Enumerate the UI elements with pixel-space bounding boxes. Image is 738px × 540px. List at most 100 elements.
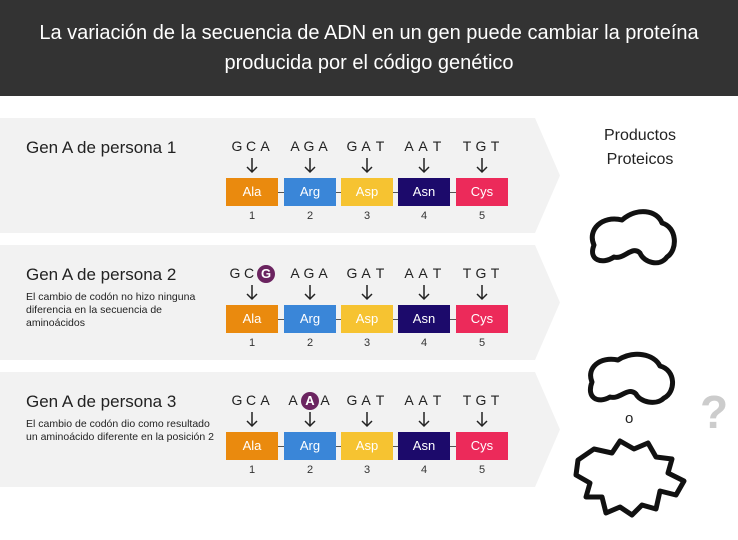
amino-acid-box: Ala (226, 178, 278, 206)
peptide-bond-line (450, 319, 456, 320)
nucleotide: A (320, 392, 332, 408)
nucleotide: A (418, 392, 430, 408)
amino-acid-box: Cys (456, 432, 508, 460)
nucleotide: T (462, 392, 474, 408)
peptide-bond-line (336, 319, 341, 320)
peptide-bond-line (278, 319, 284, 320)
peptide-bond-line (336, 192, 341, 193)
nucleotide: C (243, 265, 257, 281)
nucleotide: C (245, 392, 259, 408)
nucleotide: A (318, 265, 330, 281)
down-arrow-icon (246, 158, 258, 174)
nucleotide: T (432, 265, 444, 281)
row-1-title: Gen A de persona 1 (26, 138, 177, 157)
position-number: 1 (248, 464, 256, 476)
or-label: o (625, 410, 634, 427)
row-2-title: Gen A de persona 2 (26, 265, 177, 284)
nucleotide: G (475, 265, 489, 281)
peptide-bond-line (278, 446, 284, 447)
nucleotide: T (490, 265, 502, 281)
nucleotide: G (475, 392, 489, 408)
nucleotide: G (346, 265, 360, 281)
protein-shape-1 (589, 209, 677, 266)
nucleotide: G (303, 138, 317, 154)
nucleotide: T (375, 392, 387, 408)
nucleotide: T (462, 265, 474, 281)
nucleotide: G (346, 138, 360, 154)
nucleotide: A (361, 138, 373, 154)
products-label-line2: Proteicos (606, 151, 674, 168)
nucleotide: C (245, 138, 259, 154)
amino-acid-box: Asn (398, 305, 450, 333)
down-arrow-icon (246, 412, 258, 428)
row-2-note: El cambio de codón no hizo ninguna difer… (26, 291, 196, 329)
nucleotide: T (432, 392, 444, 408)
row-3-title: Gen A de persona 3 (26, 392, 177, 411)
nucleotide: A (361, 392, 373, 408)
position-number: 4 (420, 464, 428, 476)
position-number: 4 (420, 210, 428, 222)
nucleotide: G (346, 392, 360, 408)
position-number: 3 (363, 337, 371, 349)
nucleotide: T (432, 138, 444, 154)
peptide-bond-line (450, 446, 456, 447)
down-arrow-icon (476, 285, 488, 301)
position-number: 5 (478, 210, 486, 222)
position-number: 5 (478, 337, 486, 349)
down-arrow-icon (246, 285, 258, 301)
nucleotide: A (418, 138, 430, 154)
nucleotide: A (260, 138, 272, 154)
amino-acid-box: Arg (284, 178, 336, 206)
position-number: 5 (478, 464, 486, 476)
down-arrow-icon (304, 412, 316, 428)
nucleotide: G (231, 138, 245, 154)
position-number: 1 (248, 210, 256, 222)
down-arrow-icon (418, 285, 430, 301)
peptide-bond-line (393, 192, 398, 193)
nucleotide: A (290, 265, 302, 281)
mutation-marker: G (257, 265, 275, 284)
nucleotide: T (375, 265, 387, 281)
nucleotide: A (361, 265, 373, 281)
down-arrow-icon (476, 412, 488, 428)
position-number: 2 (306, 210, 314, 222)
peptide-bond-line (450, 192, 456, 193)
down-arrow-icon (304, 285, 316, 301)
peptide-bond-line (336, 446, 341, 447)
position-number: 2 (306, 464, 314, 476)
protein-shape-misfolded (573, 438, 687, 518)
amino-acid-box: Asp (341, 305, 393, 333)
position-number: 2 (306, 337, 314, 349)
down-arrow-icon (304, 158, 316, 174)
nucleotide: G (231, 392, 245, 408)
down-arrow-icon (361, 158, 373, 174)
nucleotide: A (318, 138, 330, 154)
mutation-marker: A (301, 392, 319, 411)
amino-acid-box: Asn (398, 432, 450, 460)
down-arrow-icon (361, 285, 373, 301)
nucleotide: G (303, 265, 317, 281)
amino-acid-box: Ala (226, 432, 278, 460)
down-arrow-icon (418, 412, 430, 428)
down-arrow-icon (476, 158, 488, 174)
amino-acid-box: Asp (341, 178, 393, 206)
header: La variación de la secuencia de ADN en u… (0, 0, 738, 96)
nucleotide: A (404, 265, 416, 281)
nucleotide: G (229, 265, 243, 281)
amino-acid-box: Asp (341, 432, 393, 460)
row-3-note: El cambio de codón dio como resultado un… (26, 418, 214, 443)
peptide-bond-line (278, 192, 284, 193)
nucleotide: T (490, 138, 502, 154)
nucleotide: G (475, 138, 489, 154)
down-arrow-icon (418, 158, 430, 174)
